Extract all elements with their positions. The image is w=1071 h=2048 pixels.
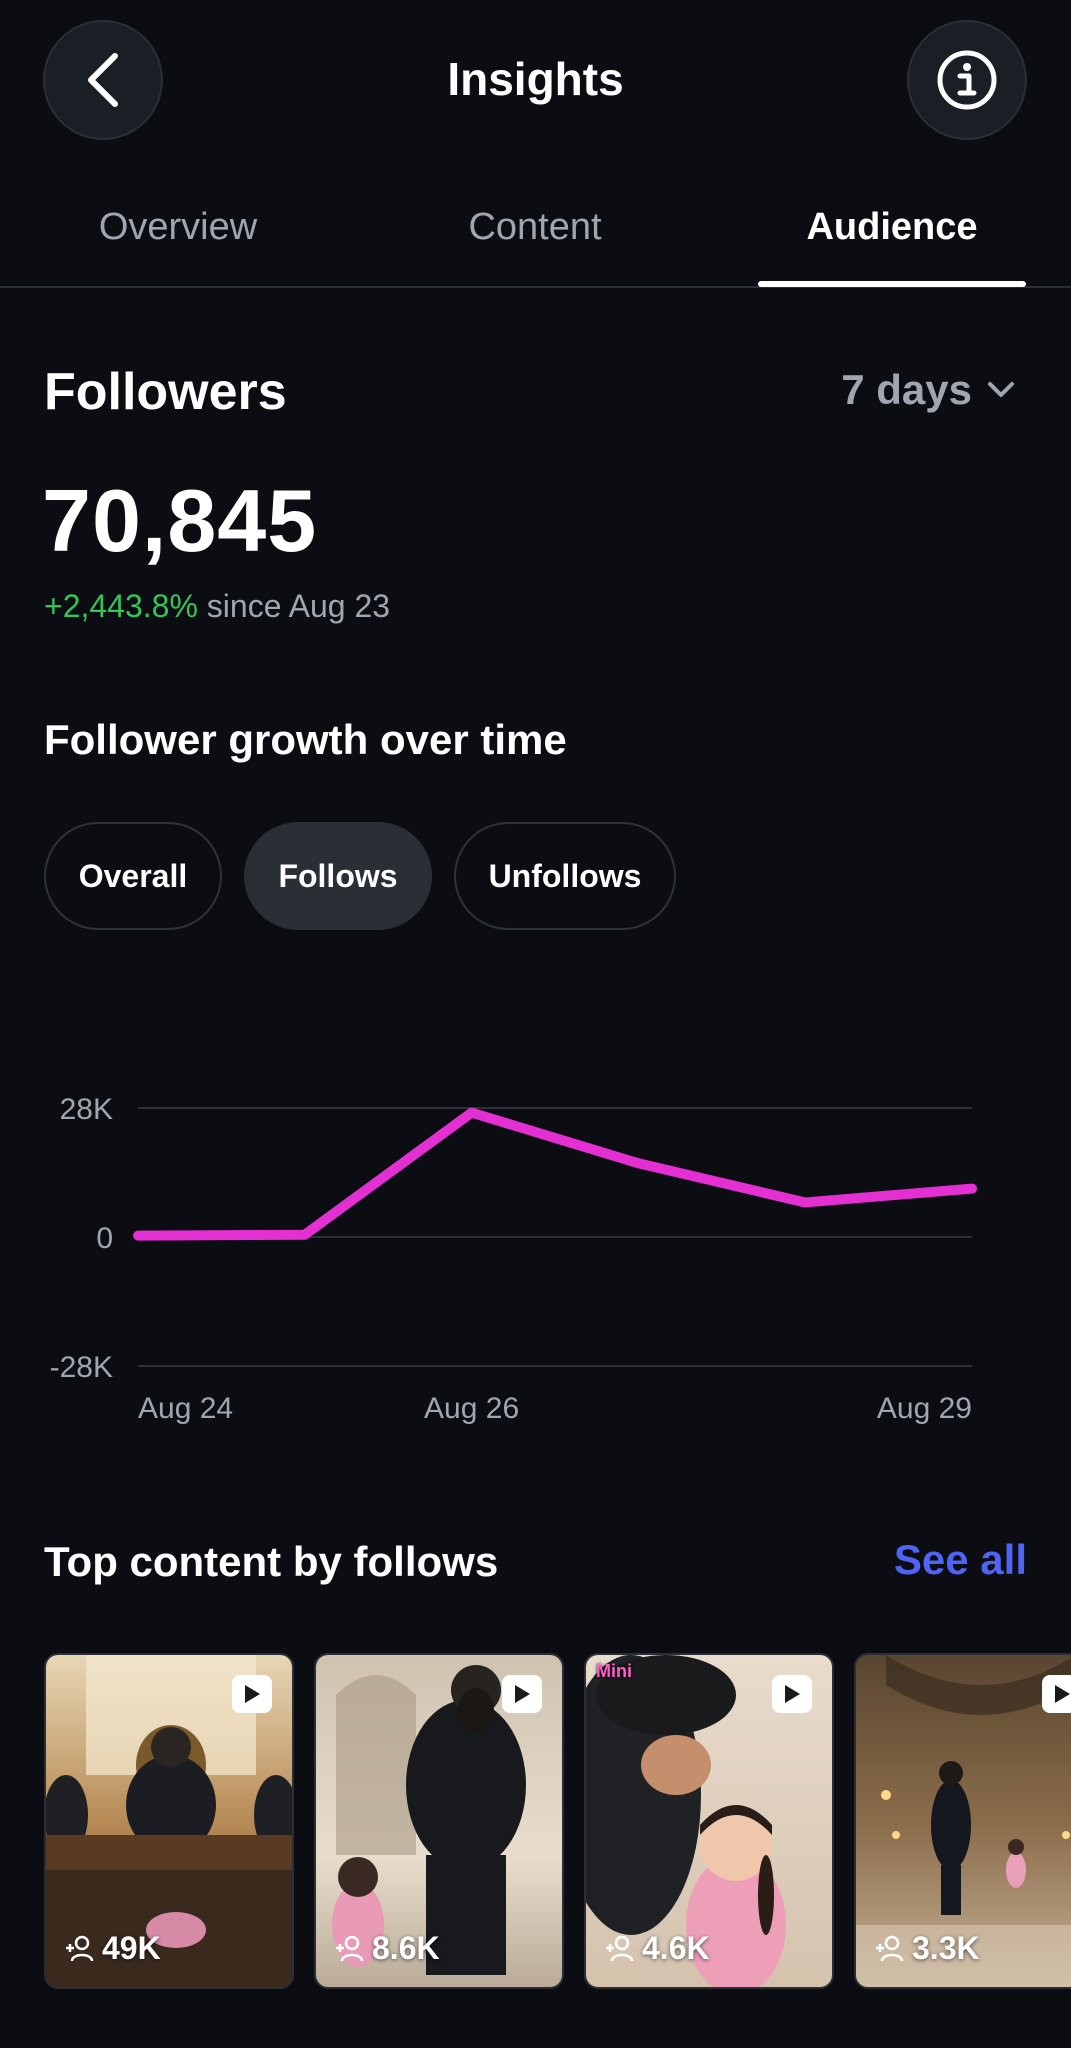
thumbnail-image bbox=[46, 1655, 292, 1987]
tab-content[interactable]: Content bbox=[468, 206, 602, 248]
content-thumbnail[interactable]: 49K bbox=[44, 1653, 294, 1989]
info-icon bbox=[937, 50, 997, 110]
range-label: 7 days bbox=[841, 366, 972, 413]
add-person-icon bbox=[66, 1935, 94, 1961]
thumbnail-image bbox=[316, 1655, 562, 1987]
video-icon bbox=[232, 1675, 272, 1713]
active-tab-indicator bbox=[758, 281, 1026, 287]
info-button[interactable] bbox=[907, 20, 1027, 140]
series-line bbox=[133, 1107, 977, 1241]
add-person-icon bbox=[336, 1935, 364, 1961]
top-content-title: Top content by follows bbox=[44, 1538, 499, 1585]
chevron-down-icon bbox=[988, 382, 1014, 397]
follows-count: 4.6K bbox=[642, 1930, 710, 1966]
follows-stat: 3.3K bbox=[874, 1930, 980, 1967]
chip-unfollows[interactable]: Unfollows bbox=[454, 822, 676, 930]
chip-overall[interactable]: Overall bbox=[44, 822, 222, 930]
back-button[interactable] bbox=[43, 20, 163, 140]
content-thumbnail[interactable]: Mini 4.6K bbox=[584, 1653, 834, 1989]
y-tick-label: 28K bbox=[60, 1093, 113, 1126]
change-percent: +2,443.8% bbox=[44, 588, 198, 624]
tab-bar: Overview Content Audience bbox=[0, 180, 1071, 288]
chevron-left-icon bbox=[88, 53, 118, 107]
see-all-link[interactable]: See all bbox=[893, 1536, 1027, 1583]
content-thumbnail[interactable]: 3.3K bbox=[854, 1653, 1071, 1989]
x-tick-label: Aug 26 bbox=[424, 1392, 519, 1425]
content-thumbnail[interactable]: 8.6K bbox=[314, 1653, 564, 1989]
follows-stat: 4.6K bbox=[604, 1930, 710, 1967]
mini-badge: Mini bbox=[596, 1661, 632, 1681]
x-tick-label: Aug 29 bbox=[877, 1392, 972, 1425]
video-icon bbox=[502, 1675, 542, 1713]
follower-count: 70,845 bbox=[42, 471, 318, 570]
growth-title: Follower growth over time bbox=[44, 716, 567, 763]
follower-growth-chart: 28K 0 -28K Aug 24 Aug 26 Aug 29 bbox=[50, 1093, 977, 1425]
video-icon bbox=[772, 1675, 812, 1713]
add-person-icon bbox=[606, 1935, 634, 1961]
add-person-icon bbox=[876, 1935, 904, 1961]
tab-audience[interactable]: Audience bbox=[806, 206, 978, 248]
follows-count: 49K bbox=[102, 1930, 161, 1966]
y-tick-label: -28K bbox=[50, 1351, 113, 1384]
range-dropdown[interactable]: 7 days bbox=[841, 366, 1016, 414]
top-content-list: 49K 8.6K bbox=[44, 1653, 1071, 1989]
follows-stat: 8.6K bbox=[334, 1930, 440, 1967]
follows-count: 3.3K bbox=[912, 1930, 980, 1966]
page-title: Insights bbox=[447, 53, 624, 105]
top-bar: Insights bbox=[0, 0, 1071, 160]
follows-count: 8.6K bbox=[372, 1930, 440, 1966]
x-tick-label: Aug 24 bbox=[138, 1392, 233, 1425]
change-suffix: since Aug 23 bbox=[206, 588, 391, 624]
video-icon bbox=[1042, 1675, 1071, 1713]
thumbnail-image bbox=[856, 1655, 1071, 1987]
tab-overview[interactable]: Overview bbox=[98, 206, 258, 248]
y-tick-label: 0 bbox=[96, 1222, 113, 1255]
chip-follows[interactable]: Follows bbox=[244, 822, 432, 930]
follower-change: +2,443.8% since Aug 23 bbox=[44, 588, 390, 625]
followers-title: Followers bbox=[44, 363, 287, 421]
follows-stat: 49K bbox=[64, 1930, 161, 1967]
